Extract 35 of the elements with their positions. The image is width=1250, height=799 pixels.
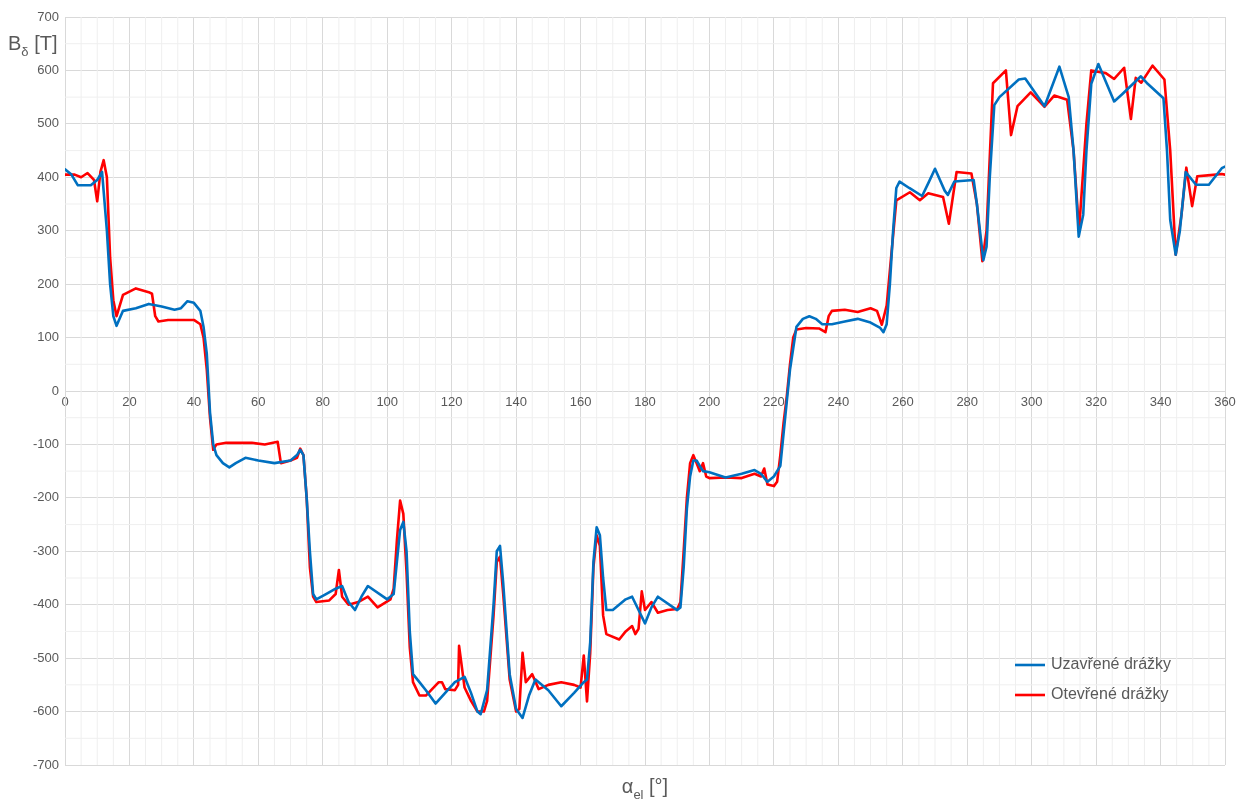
x-tick-label: 100 xyxy=(376,394,399,410)
y-tick-label: -200 xyxy=(32,489,59,505)
y-tick-label: 100 xyxy=(37,329,59,345)
x-tick-label: 200 xyxy=(698,394,721,410)
y-tick-label: 700 xyxy=(37,8,59,24)
y-tick-label: 600 xyxy=(37,62,59,78)
legend-label: Otevřené drážky xyxy=(1051,685,1169,703)
x-tick-label: 160 xyxy=(569,394,592,410)
x-tick-label: 300 xyxy=(1020,394,1043,410)
x-tick-label: 360 xyxy=(1214,394,1236,410)
legend-label: Uzavřené drážky xyxy=(1051,655,1172,673)
x-tick-label: 220 xyxy=(763,394,785,410)
x-tick-label: 280 xyxy=(956,394,979,410)
y-tick-label: 0 xyxy=(51,382,59,398)
x-tick-label: 140 xyxy=(505,394,527,410)
y-tick-label: 200 xyxy=(37,275,59,291)
y-tick-label: 300 xyxy=(37,222,59,238)
x-tick-label: 340 xyxy=(1149,394,1172,410)
x-tick-label: 60 xyxy=(251,394,266,410)
x-tick-label: 260 xyxy=(891,394,914,410)
y-tick-label: -300 xyxy=(32,542,59,558)
y-tick-label: -600 xyxy=(32,703,59,719)
y-tick-label: 500 xyxy=(37,115,59,131)
x-tick-label: 120 xyxy=(440,394,463,410)
x-tick-label: 40 xyxy=(186,394,202,410)
x-tick-label: 20 xyxy=(122,394,137,410)
y-tick-label: -500 xyxy=(32,649,59,665)
x-tick-label: 240 xyxy=(827,394,850,410)
x-tick-label: 180 xyxy=(634,394,656,410)
y-tick-label: -700 xyxy=(32,756,59,772)
y-tick-label: -400 xyxy=(32,596,59,612)
y-tick-label: 400 xyxy=(37,168,59,184)
x-tick-label: 320 xyxy=(1085,394,1107,410)
x-tick-label: 80 xyxy=(315,394,331,410)
y-tick-label: -100 xyxy=(32,436,59,452)
